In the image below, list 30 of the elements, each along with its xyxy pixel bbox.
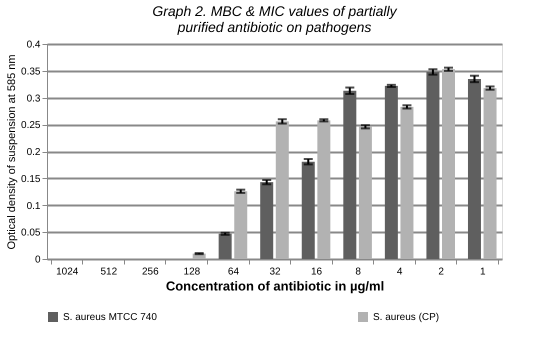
x-tick-label: 256 <box>142 266 160 278</box>
bar <box>343 90 356 259</box>
bar <box>468 78 481 259</box>
chart-title: Graph 2. MBC & MIC values of partially purified antibiotic on pathogens <box>152 3 398 35</box>
y-tick-label: 0.05 <box>21 228 41 239</box>
y-tick-label: 0.4 <box>26 40 41 50</box>
x-tick-label: 128 <box>184 266 201 278</box>
legend-label: S. aureus (CP) <box>373 312 440 323</box>
x-tick-label: 4 <box>396 266 403 278</box>
y-tick-label: 0.3 <box>26 93 41 104</box>
x-tick-label: 1024 <box>56 266 79 278</box>
y-tick-label: 0.35 <box>21 66 41 78</box>
legend-label: S. aureus MTCC 740 <box>63 312 158 323</box>
y-tick-label: 0.15 <box>21 174 41 185</box>
x-tick-label: 64 <box>228 266 240 278</box>
bar <box>317 120 330 259</box>
bar <box>218 234 232 259</box>
bar <box>384 86 398 259</box>
x-tick-label: 512 <box>100 266 118 278</box>
x-tick-label: 2 <box>438 266 444 278</box>
x-tick-label: 32 <box>269 266 281 278</box>
x-tick-label: 1 <box>480 266 486 278</box>
y-tick-label: 0.2 <box>26 147 41 158</box>
y-tick-label: 0.1 <box>26 200 41 212</box>
y-axis-title: Optical density of suspension at 585 nm <box>6 54 18 250</box>
y-tick-label: 0 <box>34 254 41 266</box>
x-tick-label: 16 <box>310 266 323 278</box>
x-axis-title: Concentration of antibiotic in µg/ml <box>166 278 384 294</box>
x-tick-label: 8 <box>355 266 362 278</box>
y-tick-label: 0.25 <box>21 120 41 132</box>
